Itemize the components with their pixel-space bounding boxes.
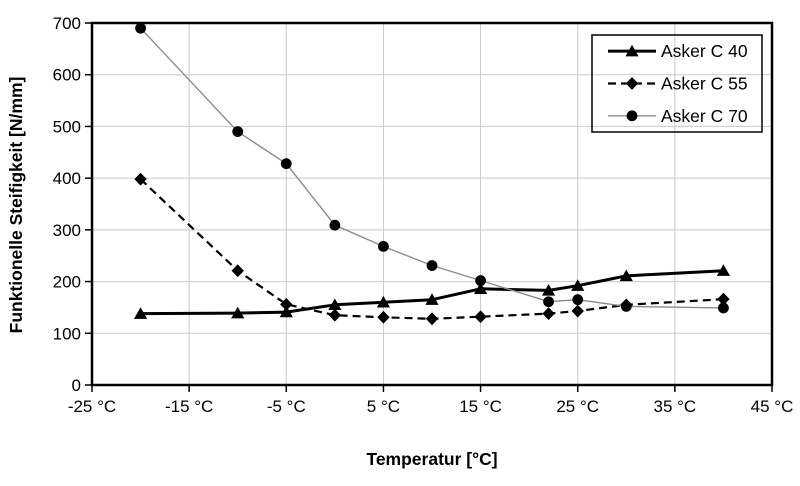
diamond-marker-asker-c-55 (474, 310, 487, 324)
legend-triangle-icon (625, 44, 639, 57)
y-tick-label: 300 (53, 221, 81, 240)
legend-circle-icon (626, 110, 638, 122)
circle-marker-asker-c-70 (280, 158, 292, 170)
plot-border (90, 21, 774, 387)
circle-marker-asker-c-70 (543, 296, 554, 308)
x-axis-title: Temperatur [°C] (366, 449, 498, 469)
triangle-marker-asker-c-40 (619, 269, 633, 282)
circle-marker-asker-c-70 (426, 260, 438, 271)
diamond-marker-asker-c-55 (328, 308, 342, 322)
circle-marker-asker-c-70 (232, 126, 244, 137)
series-asker-c-40 (133, 264, 731, 319)
legend-diamond-icon (625, 77, 639, 90)
circle-marker-asker-c-70 (620, 300, 632, 312)
y-tick-label: 0 (72, 376, 81, 395)
y-tick-label: 400 (53, 169, 81, 188)
diamond-marker-asker-c-55 (280, 297, 293, 311)
triangle-marker-asker-c-40 (716, 264, 731, 276)
x-tick-label: -15 °C (165, 397, 213, 416)
triangle-marker-asker-c-40 (133, 307, 148, 319)
triangle-marker-asker-c-40 (541, 283, 556, 296)
y-tick-label: 700 (53, 14, 81, 33)
circle-marker-asker-c-70 (718, 302, 729, 314)
legend: Asker C 40 Asker C 55 Asker C 70 (591, 34, 763, 133)
y-axis-title: Funktionelle Steifigkeit [N/mm] (6, 76, 26, 334)
y-tick-label: 600 (53, 66, 81, 85)
legend-border (591, 34, 763, 133)
diamond-marker-asker-c-55 (542, 307, 555, 321)
diamond-marker-asker-c-55 (377, 310, 390, 324)
x-tick-label: -25 °C (68, 397, 116, 416)
series-asker-c-55 (134, 172, 730, 326)
legend-label-asker-c-70: Asker C 70 (661, 106, 748, 126)
y-tick-label: 500 (53, 117, 81, 136)
y-tick-label: 200 (53, 273, 81, 292)
triangle-marker-asker-c-40 (231, 306, 245, 319)
circle-marker-asker-c-70 (475, 275, 486, 286)
circle-marker-asker-c-70 (135, 22, 146, 34)
series-asker-c-70 (135, 22, 729, 314)
triangle-marker-asker-c-40 (279, 305, 293, 318)
diamond-marker-asker-c-55 (134, 172, 147, 186)
diamond-marker-asker-c-55 (571, 304, 584, 318)
x-tick-label: 25 °C (556, 397, 599, 416)
x-tick-label: 35 °C (653, 397, 696, 416)
triangle-marker-asker-c-40 (571, 279, 585, 291)
triangle-marker-asker-c-40 (473, 282, 488, 295)
triangle-marker-asker-c-40 (425, 293, 439, 305)
circle-marker-asker-c-70 (572, 294, 584, 306)
x-tick-label: 45 °C (751, 397, 794, 416)
triangle-marker-asker-c-40 (328, 298, 342, 311)
circle-marker-asker-c-70 (378, 241, 389, 252)
x-tick-label: 5 °C (367, 397, 400, 416)
circle-marker-asker-c-70 (329, 219, 341, 231)
y-tick-label: 100 (53, 324, 81, 343)
legend-label-asker-c-40: Asker C 40 (661, 41, 748, 61)
triangle-marker-asker-c-40 (376, 295, 391, 308)
diamond-marker-asker-c-55 (231, 264, 244, 278)
diamond-marker-asker-c-55 (717, 292, 730, 306)
x-tick-label: 15 °C (459, 397, 502, 416)
legend-label-asker-c-55: Asker C 55 (661, 74, 748, 94)
diamond-marker-asker-c-55 (425, 312, 439, 326)
x-tick-label: -5 °C (267, 397, 306, 416)
